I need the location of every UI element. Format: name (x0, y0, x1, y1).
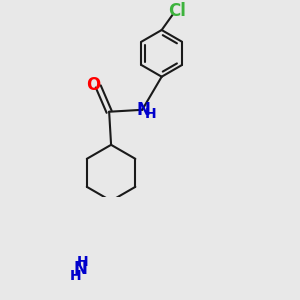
Text: N: N (136, 101, 150, 119)
Text: H: H (145, 107, 157, 122)
Text: N: N (73, 260, 87, 278)
Text: Cl: Cl (168, 2, 186, 20)
Text: H: H (70, 268, 82, 283)
Text: H: H (77, 255, 88, 269)
Text: O: O (86, 76, 101, 94)
